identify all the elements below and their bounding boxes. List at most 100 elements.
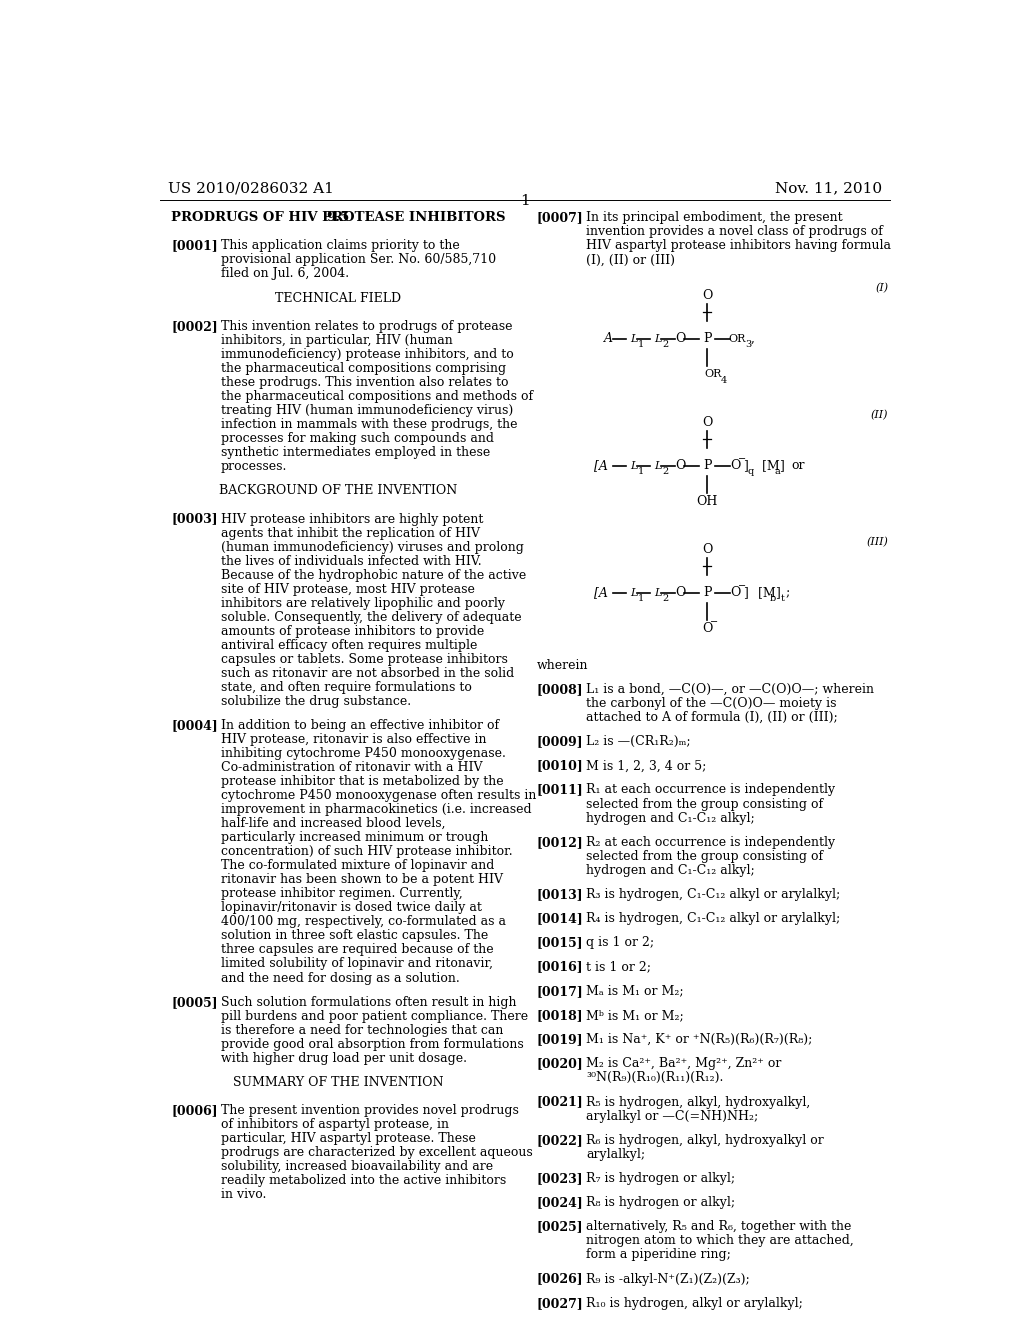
Text: BACKGROUND OF THE INVENTION: BACKGROUND OF THE INVENTION [219,484,458,498]
Text: q is 1 or 2;: q is 1 or 2; [586,936,654,949]
Text: 1: 1 [638,467,644,477]
Text: ]: ] [743,459,748,473]
Text: synthetic intermediates employed in these: synthetic intermediates employed in thes… [221,446,490,459]
Text: L: L [630,461,637,470]
Text: (II): (II) [870,409,888,420]
Text: US 2010/0286032 A1: US 2010/0286032 A1 [168,182,334,195]
Text: M₁ is Na⁺, K⁺ or ⁺N(R₅)(R₆)(R₇)(R₈);: M₁ is Na⁺, K⁺ or ⁺N(R₅)(R₆)(R₇)(R₈); [586,1034,812,1047]
Text: SUMMARY OF THE INVENTION: SUMMARY OF THE INVENTION [233,1076,443,1089]
Text: and the need for dosing as a solution.: and the need for dosing as a solution. [221,972,460,985]
Text: infection in mammals with these prodrugs, the: infection in mammals with these prodrugs… [221,418,517,432]
Text: 2: 2 [663,467,669,477]
Text: M is 1, 2, 3, 4 or 5;: M is 1, 2, 3, 4 or 5; [586,759,707,772]
Text: provide good oral absorption from formulations: provide good oral absorption from formul… [221,1038,523,1051]
Text: −: − [710,618,718,627]
Text: R₂ at each occurrence is independently: R₂ at each occurrence is independently [586,836,835,849]
Text: selected from the group consisting of: selected from the group consisting of [586,797,823,810]
Text: HIV aspartyl protease inhibitors having formula: HIV aspartyl protease inhibitors having … [586,239,891,252]
Text: L: L [654,461,662,470]
Text: the pharmaceutical compositions and methods of: the pharmaceutical compositions and meth… [221,389,532,403]
Text: ]: ] [779,459,784,473]
Text: R₆ is hydrogen, alkyl, hydroxyalkyl or: R₆ is hydrogen, alkyl, hydroxyalkyl or [586,1134,823,1147]
Text: [0005]: [0005] [172,995,218,1008]
Text: immunodeficiency) protease inhibitors, and to: immunodeficiency) protease inhibitors, a… [221,348,514,360]
Text: treating HIV (human immunodeficiency virus): treating HIV (human immunodeficiency vir… [221,404,513,417]
Text: in vivo.: in vivo. [221,1188,266,1201]
Text: 2: 2 [663,341,669,348]
Text: [0014]: [0014] [537,912,584,925]
Text: [0004]: [0004] [172,719,218,733]
Text: R₁₀ is hydrogen, alkyl or arylalkyl;: R₁₀ is hydrogen, alkyl or arylalkyl; [586,1296,803,1309]
Text: [0001]: [0001] [172,239,218,252]
Text: arylalkyl or —C(=NH)NH₂;: arylalkyl or —C(=NH)NH₂; [586,1110,758,1122]
Text: solubility, increased bioavailability and are: solubility, increased bioavailability an… [221,1160,493,1173]
Text: solubilize the drug substance.: solubilize the drug substance. [221,694,411,708]
Text: 4: 4 [721,376,727,384]
Text: state, and often require formulations to: state, and often require formulations to [221,681,472,694]
Text: OH: OH [696,495,718,508]
Text: improvement in pharmacokinetics (i.e. increased: improvement in pharmacokinetics (i.e. in… [221,803,531,816]
Text: R₃ is hydrogen, C₁-C₁₂ alkyl or arylalkyl;: R₃ is hydrogen, C₁-C₁₂ alkyl or arylalky… [586,888,840,902]
Text: filed on Jul. 6, 2004.: filed on Jul. 6, 2004. [221,268,349,280]
Text: limited solubility of lopinavir and ritonavir,: limited solubility of lopinavir and rito… [221,957,493,970]
Text: [0020]: [0020] [537,1057,584,1071]
Text: hydrogen and C₁-C₁₂ alkyl;: hydrogen and C₁-C₁₂ alkyl; [586,812,755,825]
Text: the carbonyl of the —C(O)O— moiety is: the carbonyl of the —C(O)O— moiety is [586,697,837,710]
Text: [0025]: [0025] [537,1220,584,1233]
Text: q: q [748,467,754,477]
Text: O: O [702,544,713,557]
Text: L₁ is a bond, —C(O)—, or —C(O)O—; wherein: L₁ is a bond, —C(O)—, or —C(O)O—; wherei… [586,682,873,696]
Text: A: A [604,333,613,345]
Text: 2: 2 [663,594,669,603]
Text: hydrogen and C₁-C₁₂ alkyl;: hydrogen and C₁-C₁₂ alkyl; [586,863,755,876]
Text: −: − [738,455,746,463]
Text: [0006]: [0006] [172,1105,218,1117]
Text: L: L [630,587,637,598]
Text: ³⁰N(R₉)(R₁₀)(R₁₁)(R₁₂).: ³⁰N(R₉)(R₁₀)(R₁₁)(R₁₂). [586,1072,723,1084]
Text: 1: 1 [520,194,529,209]
Text: wherein: wherein [537,659,588,672]
Text: R₄ is hydrogen, C₁-C₁₂ alkyl or arylalkyl;: R₄ is hydrogen, C₁-C₁₂ alkyl or arylalky… [586,912,840,925]
Text: capsules or tablets. Some protease inhibitors: capsules or tablets. Some protease inhib… [221,653,508,665]
Text: [0003]: [0003] [172,512,218,525]
Text: ;: ; [785,586,790,599]
Text: soluble. Consequently, the delivery of adequate: soluble. Consequently, the delivery of a… [221,611,521,623]
Text: 1: 1 [638,341,644,348]
Text: such as ritonavir are not absorbed in the solid: such as ritonavir are not absorbed in th… [221,667,514,680]
Text: [M: [M [758,459,780,473]
Text: these prodrugs. This invention also relates to: these prodrugs. This invention also rela… [221,376,508,389]
Text: inhibitors, in particular, HIV (human: inhibitors, in particular, HIV (human [221,334,453,347]
Text: (human immunodeficiency) viruses and prolong: (human immunodeficiency) viruses and pro… [221,541,523,553]
Text: Mᵇ is M₁ or M₂;: Mᵇ is M₁ or M₂; [586,1008,684,1022]
Text: solution in three soft elastic capsules. The: solution in three soft elastic capsules.… [221,929,488,942]
Text: O: O [702,416,713,429]
Text: cytochrome P450 monooxygenase often results in: cytochrome P450 monooxygenase often resu… [221,789,537,803]
Text: pill burdens and poor patient compliance. There: pill burdens and poor patient compliance… [221,1010,528,1023]
Text: of inhibitors of aspartyl protease, in: of inhibitors of aspartyl protease, in [221,1118,449,1131]
Text: antiviral efficacy often requires multiple: antiviral efficacy often requires multip… [221,639,477,652]
Text: processes for making such compounds and: processes for making such compounds and [221,432,494,445]
Text: attached to A of formula (I), (II) or (III);: attached to A of formula (I), (II) or (I… [586,711,838,723]
Text: The present invention provides novel prodrugs: The present invention provides novel pro… [221,1105,519,1117]
Text: processes.: processes. [221,461,287,473]
Text: [0009]: [0009] [537,735,584,748]
Text: R₈ is hydrogen or alkyl;: R₈ is hydrogen or alkyl; [586,1196,735,1209]
Text: The co-formulated mixture of lopinavir and: The co-formulated mixture of lopinavir a… [221,859,495,873]
Text: P: P [703,459,712,473]
Text: b: b [770,594,776,603]
Text: or: or [792,459,805,473]
Text: L: L [630,334,637,343]
Text: inhibitors are relatively lipophilic and poorly: inhibitors are relatively lipophilic and… [221,597,505,610]
Text: with higher drug load per unit dosage.: with higher drug load per unit dosage. [221,1052,467,1065]
Text: arylalkyl;: arylalkyl; [586,1148,645,1160]
Text: PRODRUGS OF HIV PROTEASE INHIBITORS: PRODRUGS OF HIV PROTEASE INHIBITORS [171,211,506,224]
Text: L: L [654,587,662,598]
Text: [0013]: [0013] [537,888,584,902]
Text: half-life and increased blood levels,: half-life and increased blood levels, [221,817,445,830]
Text: O: O [702,289,713,302]
Text: alternatively, R₅ and R₆, together with the: alternatively, R₅ and R₆, together with … [586,1220,851,1233]
Text: Nov. 11, 2010: Nov. 11, 2010 [775,182,882,195]
Text: amounts of protease inhibitors to provide: amounts of protease inhibitors to provid… [221,624,484,638]
Text: the lives of individuals infected with HIV.: the lives of individuals infected with H… [221,554,481,568]
Text: [A: [A [594,459,608,473]
